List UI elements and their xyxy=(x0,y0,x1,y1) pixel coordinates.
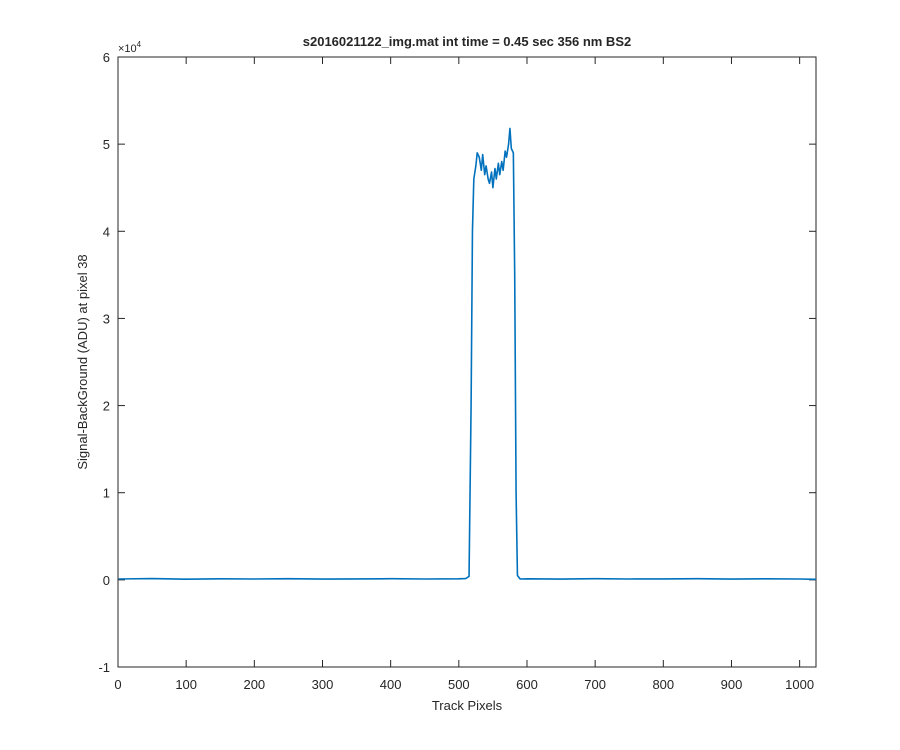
x-tick-label: 600 xyxy=(516,677,538,692)
y-tick-label: 5 xyxy=(103,137,110,152)
x-tick-label: 0 xyxy=(114,677,121,692)
x-tick-label: 200 xyxy=(243,677,265,692)
x-tick-label: 1000 xyxy=(785,677,814,692)
y-tick-label: 0 xyxy=(103,573,110,588)
x-tick-label: 700 xyxy=(584,677,606,692)
y-multiplier: ×104 xyxy=(118,40,142,55)
x-tick-label: 900 xyxy=(721,677,743,692)
axes-box xyxy=(117,56,817,668)
y-tick-label: 6 xyxy=(103,50,110,65)
x-tick-label: 100 xyxy=(175,677,197,692)
y-tick-label: -1 xyxy=(98,660,110,675)
x-tick-label: 500 xyxy=(448,677,470,692)
x-tick-label: 800 xyxy=(652,677,674,692)
y-tick-label: 3 xyxy=(103,311,110,326)
y-tick-label: 2 xyxy=(103,399,110,414)
chart-title: s2016021122_img.mat int time = 0.45 sec … xyxy=(303,34,631,49)
multiplier-base: ×10 xyxy=(118,43,137,55)
x-tick-label: 400 xyxy=(380,677,402,692)
multiplier-exponent: 4 xyxy=(137,40,142,49)
y-tick-label: 4 xyxy=(103,224,110,239)
y-tick-label: 1 xyxy=(103,486,110,501)
x-tick-label: 300 xyxy=(312,677,334,692)
data-line xyxy=(118,127,817,581)
y-axis-label: Signal-BackGround (ADU) at pixel 38 xyxy=(75,254,90,469)
x-axis-label: Track Pixels xyxy=(432,698,503,713)
